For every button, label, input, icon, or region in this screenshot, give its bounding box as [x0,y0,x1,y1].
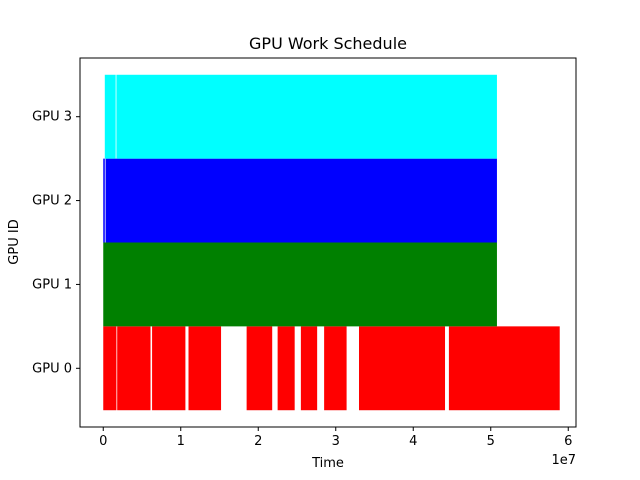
bar-gpu0-6 [300,326,318,411]
x-tick-label: 4 [409,434,417,449]
plot-frame [79,57,577,428]
x-tick-label: 5 [487,434,495,449]
x-axis-label: Time [311,456,344,471]
y-axis-label: GPU ID [7,219,22,264]
bar-gpu0-9 [448,326,560,411]
x-tick-label: 2 [254,434,262,449]
x-tick-label: 1 [177,434,185,449]
bar-gpu0-3 [188,326,222,411]
bar-gpu0-4 [246,326,273,411]
bar-gpu3-1 [116,74,497,159]
x-tick-label: 6 [564,434,572,449]
y-tick-label: GPU 1 [32,277,72,292]
bar-gpu0-5 [277,326,295,411]
bar-gpu0-2 [152,326,186,411]
chart-title: GPU Work Schedule [249,34,407,53]
y-tick-label: GPU 3 [32,110,72,125]
bar-gpu0-7 [324,326,347,411]
bar-gpu2-0 [103,158,105,243]
bars-layer [103,74,560,411]
bar-gpu0-8 [359,326,446,411]
bar-gpu3-0 [104,74,116,159]
bar-gpu0-1 [117,326,151,411]
bar-gpu1-0 [103,242,497,327]
bar-gpu0-0 [103,326,117,411]
x-tick-label: 0 [99,434,107,449]
x-offset-label: 1e7 [551,453,576,468]
x-axis-ticks: 0 1 2 3 4 5 6 [99,427,572,449]
y-tick-label: GPU 2 [32,194,72,209]
bar-gpu2-1 [105,158,497,243]
x-tick-label: 3 [332,434,340,449]
y-axis-ticks: GPU 0 GPU 1 GPU 2 GPU 3 [32,110,80,376]
y-tick-label: GPU 0 [32,361,72,376]
